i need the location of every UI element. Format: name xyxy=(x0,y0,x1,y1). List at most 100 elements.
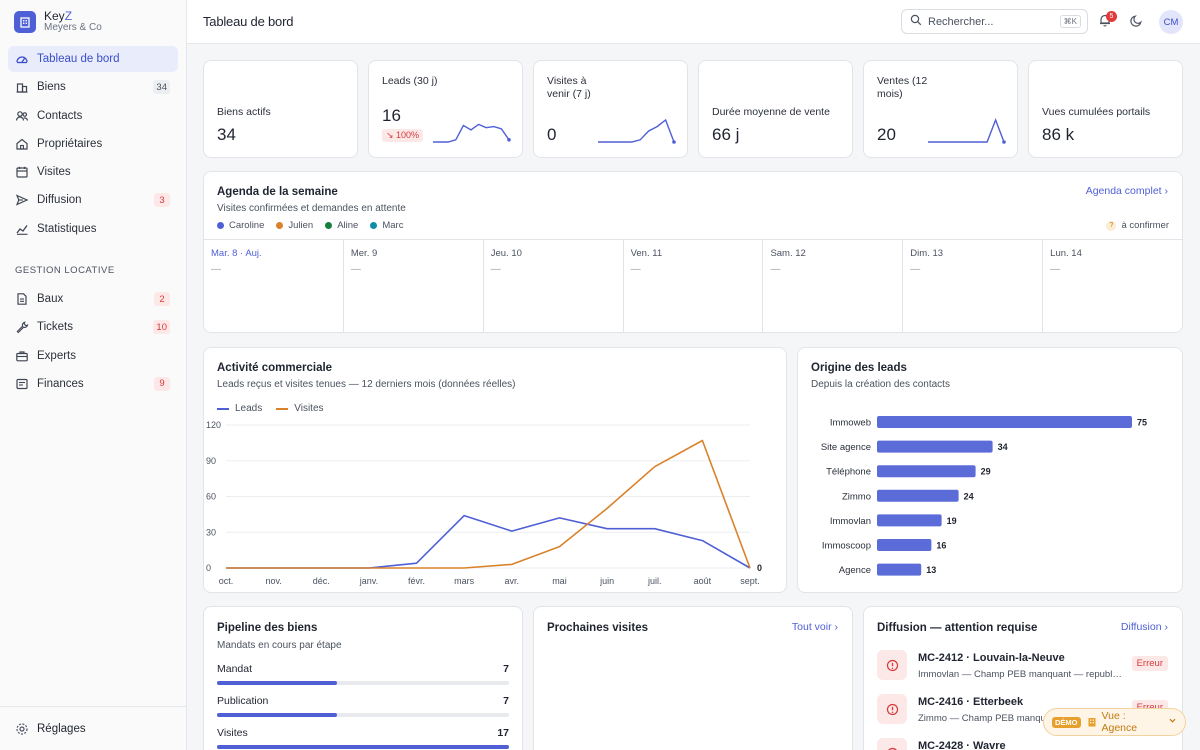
visits-see-all-link[interactable]: Tout voir › xyxy=(791,621,838,633)
bar-value-label: 34 xyxy=(998,442,1008,452)
agenda-day-column[interactable]: Lun. 14 — xyxy=(1043,240,1182,332)
sidebar-item-tableau-de-bord[interactable]: Tableau de bord xyxy=(8,46,178,72)
calendar-icon xyxy=(15,165,29,179)
agenda-day-label: Ven. 11 xyxy=(630,248,663,259)
agenda-day-label: Jeu. 10 xyxy=(490,248,522,259)
kpi-value: 34 xyxy=(217,125,236,144)
agent-legend-item: Caroline xyxy=(217,220,264,231)
agent-legend-item: Julien xyxy=(276,220,313,231)
agenda-subtitle: Visites confirmées et demandes en attent… xyxy=(217,203,406,214)
agenda-day-column[interactable]: Dim. 13 — xyxy=(903,240,1044,332)
pipeline-stage-label: Visites xyxy=(217,727,248,739)
x-tick-label: mai xyxy=(552,576,567,586)
sidebar-item-experts[interactable]: Experts xyxy=(8,343,178,369)
search-icon xyxy=(910,14,922,29)
moon-icon[interactable] xyxy=(1130,14,1144,28)
diffusion-link[interactable]: Diffusion › xyxy=(1120,621,1169,633)
kpi-card[interactable]: Biens actifs 34 xyxy=(203,60,358,158)
series-line-visites xyxy=(226,439,751,569)
chevron-down-icon xyxy=(1168,716,1177,728)
bar-value-label: 29 xyxy=(981,467,991,477)
sidebar-item-finances[interactable]: Finances 9 xyxy=(8,371,178,397)
diffusion-alert-item[interactable]: MC-2428 · Wavre xyxy=(877,738,1169,750)
demo-view-switcher[interactable]: DÉMO Vue : Agence xyxy=(1043,708,1186,736)
sidebar-item-biens[interactable]: Biens 34 xyxy=(8,74,178,100)
search-input[interactable] xyxy=(928,15,1060,28)
agenda-full-link[interactable]: Agenda complet › xyxy=(1085,185,1168,197)
kpi-value: 66 j xyxy=(712,125,740,144)
x-tick-label: juin xyxy=(599,576,614,586)
bar-category-label: Site agence xyxy=(821,442,871,453)
kpi-card[interactable]: Ventes (12 mois) 20 xyxy=(863,60,1018,158)
bar-value-label: 13 xyxy=(926,565,936,575)
agent-color-dot xyxy=(325,222,333,229)
pipeline-card: Pipeline des biens Mandats en cours par … xyxy=(203,606,523,750)
bar-category-label: Immoscoop xyxy=(822,541,871,552)
question-icon: ? xyxy=(1106,220,1117,231)
kpi-card[interactable]: Leads (30 j) 16 ↘ 100% xyxy=(368,60,523,158)
agenda-day-column[interactable]: Mer. 9 — xyxy=(344,240,484,332)
agenda-day-column[interactable]: Ven. 11 — xyxy=(624,240,764,332)
pipeline-stage-count: 7 xyxy=(503,695,509,707)
x-tick-label: janv. xyxy=(359,576,378,586)
y-tick-label: 0 xyxy=(206,563,211,573)
agenda-day-column[interactable]: Jeu. 10 — xyxy=(484,240,624,332)
kpi-value: 86 k xyxy=(1042,125,1075,144)
rental-nav: Baux 2 Tickets 10 Experts Finances 9 xyxy=(0,284,186,401)
briefcase-icon xyxy=(15,349,29,363)
agenda-day-empty: — xyxy=(350,264,361,275)
agent-legend-item: Aline xyxy=(325,220,358,231)
kpi-label: Durée moyenne de vente xyxy=(712,106,830,118)
avatar[interactable]: CM xyxy=(1159,10,1183,34)
sidebar-item-contacts[interactable]: Contacts xyxy=(8,103,178,129)
sidebar-item-label: Propriétaires xyxy=(37,137,103,150)
search-shortcut: ⌘K xyxy=(1059,15,1081,28)
settings-button[interactable]: Réglages xyxy=(0,706,187,750)
agent-color-dot xyxy=(217,222,224,229)
agenda-title: Agenda de la semaine xyxy=(217,186,338,198)
sidebar-item-tickets[interactable]: Tickets 10 xyxy=(8,314,178,340)
kpi-value: 20 xyxy=(877,125,896,144)
x-tick-label: sept. xyxy=(740,576,760,586)
gear-icon xyxy=(15,722,29,736)
bar-category-label: Zimmo xyxy=(842,491,871,502)
sidebar-item-visites[interactable]: Visites xyxy=(8,159,178,185)
pipeline-fill xyxy=(217,681,338,685)
sparkline-path xyxy=(598,118,675,143)
topbar: Tableau de bord ⌘K 5 CM xyxy=(187,0,1200,44)
search-box[interactable]: ⌘K xyxy=(901,9,1088,34)
sidebar-item-proprietaires[interactable]: Propriétaires xyxy=(8,131,178,157)
settings-label: Réglages xyxy=(37,722,86,735)
alert-circle-icon xyxy=(877,738,907,750)
brand[interactable]: KeyZ Meyers & Co xyxy=(0,0,186,44)
sidebar-item-baux[interactable]: Baux 2 xyxy=(8,286,178,312)
pending-legend: ? à confirmer xyxy=(1106,220,1169,231)
y-tick-label: 120 xyxy=(206,420,221,430)
agenda-day-column[interactable]: Sam. 12 — xyxy=(763,240,904,332)
sidebar-item-label: Tickets xyxy=(37,321,73,334)
pipeline-stage[interactable]: Visites 17 xyxy=(217,727,509,749)
diffusion-alert-item[interactable]: MC-2412 · Louvain-la-Neuve Immovlan — Cha… xyxy=(877,650,1169,690)
alert-circle-icon xyxy=(877,650,907,680)
home-icon xyxy=(15,137,29,151)
brand-subtitle: Meyers & Co xyxy=(44,22,102,33)
sidebar-item-statistiques[interactable]: Statistiques xyxy=(8,216,178,242)
legend-swatch xyxy=(276,407,289,410)
y-tick-label: 60 xyxy=(206,492,216,502)
pipeline-stage[interactable]: Mandat 7 xyxy=(217,663,509,685)
activity-subtitle: Leads reçus et visites tenues — 12 derni… xyxy=(217,379,516,390)
pipeline-stage-count: 7 xyxy=(503,663,509,675)
sidebar-item-label: Visites xyxy=(37,166,71,179)
kpi-card[interactable]: Visites à venir (7 j) 0 xyxy=(533,60,688,158)
kpi-card[interactable]: Vues cumulées portails 86 k xyxy=(1028,60,1183,158)
agenda-day-column[interactable]: Mar. 8 · Auj. — xyxy=(204,240,344,332)
diffusion-item-title: MC-2428 · Wavre xyxy=(918,740,1006,750)
bar-telephone xyxy=(877,465,976,478)
sidebar-item-diffusion[interactable]: Diffusion 3 xyxy=(8,187,178,213)
chevron-right-icon: › xyxy=(1164,621,1169,633)
kpi-card[interactable]: Durée moyenne de vente 66 j xyxy=(698,60,853,158)
bar-value-label: 24 xyxy=(964,491,974,501)
bar-value-label: 75 xyxy=(1137,418,1147,428)
pipeline-stage[interactable]: Publication 7 xyxy=(217,695,509,717)
agenda-day-label: Mar. 8 · Auj. xyxy=(211,248,262,259)
